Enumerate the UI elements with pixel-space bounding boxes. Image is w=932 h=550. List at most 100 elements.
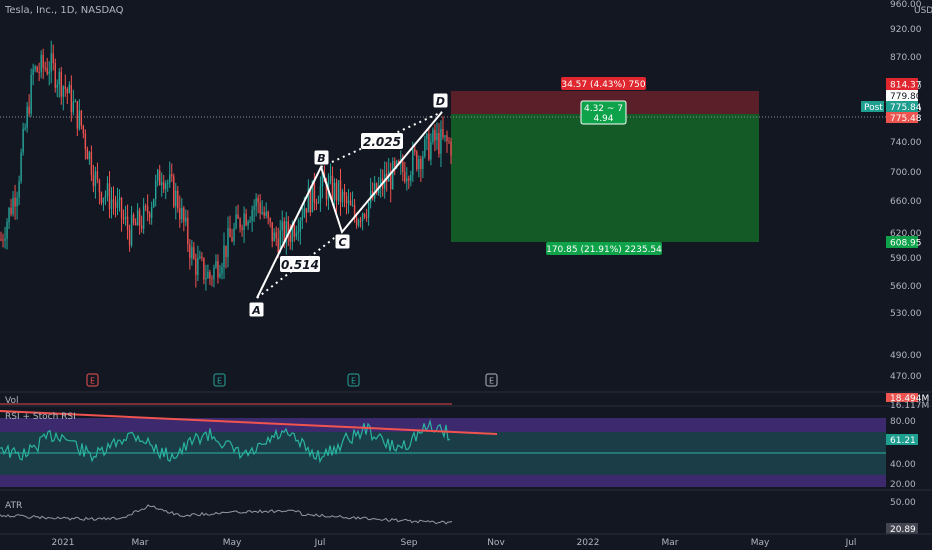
earnings-badge-2: E [213,373,226,387]
candle-body [92,175,95,186]
candle-body [175,190,177,207]
candle-body [365,216,368,218]
candle-body [2,239,4,241]
candle-body [406,178,408,182]
time-tick-label: 2022 [577,538,600,548]
point-d-label[interactable]: D [432,92,449,109]
risk-label[interactable]: 34.57 (4.43%) 750 [561,77,646,90]
reward-label[interactable]: 170.85 (21.91%) 2235.54 [546,242,662,255]
atr-line [0,504,453,525]
candle-body [74,101,77,103]
candle-body [408,178,410,181]
candle-body [363,213,366,217]
candle-body [341,191,344,203]
candle-body [285,221,287,243]
rsi-tick-80: 80.00 [890,417,916,427]
point-b-label[interactable]: B [313,149,330,166]
atr-pane[interactable]: ATR 50.00 20.89 [0,498,918,535]
rsi-pane[interactable]: RSI + Stoch RSI 80.00 40.00 20.00 61.21 [0,410,918,490]
candle-body [231,237,233,242]
candle-body [96,171,99,180]
candle-body [46,68,48,74]
earnings-badges[interactable]: E E E E [86,373,498,387]
candle-body [185,217,187,222]
candle-body [263,212,265,216]
candle-body [213,267,215,280]
candle-body [299,220,302,232]
candle-body [217,261,219,278]
candle-body [305,208,308,213]
candle-body [233,227,235,242]
candle-body [249,220,251,222]
candle-body [432,129,434,143]
candle-body [241,228,243,231]
ratio-ac-label[interactable]: 0.514 [280,256,320,272]
candle-body [16,197,18,207]
candle-body [261,212,263,214]
profit-target-zone[interactable] [451,114,759,242]
candle-body [179,208,181,220]
candle-body [60,71,62,97]
candle-body [361,213,364,221]
price-tick-label: 620.00 [890,229,922,239]
candle-body [416,151,418,170]
candle-body [56,84,58,88]
candle-body [442,129,444,138]
candle-body [167,182,169,184]
candle-body [8,207,10,223]
candle-body [94,171,97,186]
candle-body [50,53,52,72]
rsi-tick-40: 40.00 [890,460,916,470]
candle-body [448,141,450,143]
volume-pane[interactable]: Vol 18.494M 16.117M [0,393,929,411]
candle-body [349,200,352,206]
time-axis[interactable]: 2021 Mar May Jul Sep Nov 2022 Mar May Jul [52,538,857,548]
candle-body [136,210,139,226]
candle-body [80,110,83,126]
candle-body [335,182,338,201]
candle-body [86,148,89,160]
candle-body [124,216,127,219]
candle-body [267,211,269,219]
svg-text:775.48: 775.48 [890,114,922,124]
candle-body [339,180,342,203]
point-c-label[interactable]: C [334,233,351,250]
candle-body [281,221,283,231]
candle-body [303,208,306,217]
candle-body [106,183,109,196]
volume-value-1: 18.494M [890,394,929,404]
candle-body [211,278,213,280]
candle-body [394,161,396,167]
post-market-tag: Post 775.84 [861,101,922,113]
candle-body [14,197,16,207]
price-axis[interactable]: 960.00920.00870.00820.00780.00740.00700.… [890,0,922,382]
candle-body [72,101,75,113]
svg-text:E: E [489,377,494,386]
svg-text:4.94: 4.94 [593,114,613,124]
candle-body [343,191,346,197]
candle-body [100,192,103,203]
candle-body [84,133,87,149]
ratio-bd-label[interactable]: 2.025 [361,133,403,149]
time-tick-label: Nov [487,538,505,548]
stop-price-tag: 814.37 [886,78,922,91]
position-center-label[interactable]: 4.32 ~ 7 4.94 [580,100,627,125]
candle-body [156,170,159,181]
rsi-overbought-band [0,418,886,432]
candle-body [165,183,167,190]
candle-body [237,214,239,219]
candle-body [402,161,404,172]
candle-body [247,221,249,226]
svg-text:Post: Post [864,103,883,113]
time-tick-label: May [751,538,770,548]
candle-body [438,133,440,154]
candle-body [396,161,398,167]
point-a-label[interactable]: A [248,301,265,318]
harmonic-pattern[interactable]: A B C D 0.514 2.025 [248,92,449,318]
candle-body [444,135,446,138]
candle-body [193,247,195,259]
candle-body [76,101,79,129]
candle-body [171,174,173,177]
price-tick-label: 590.00 [890,254,922,264]
